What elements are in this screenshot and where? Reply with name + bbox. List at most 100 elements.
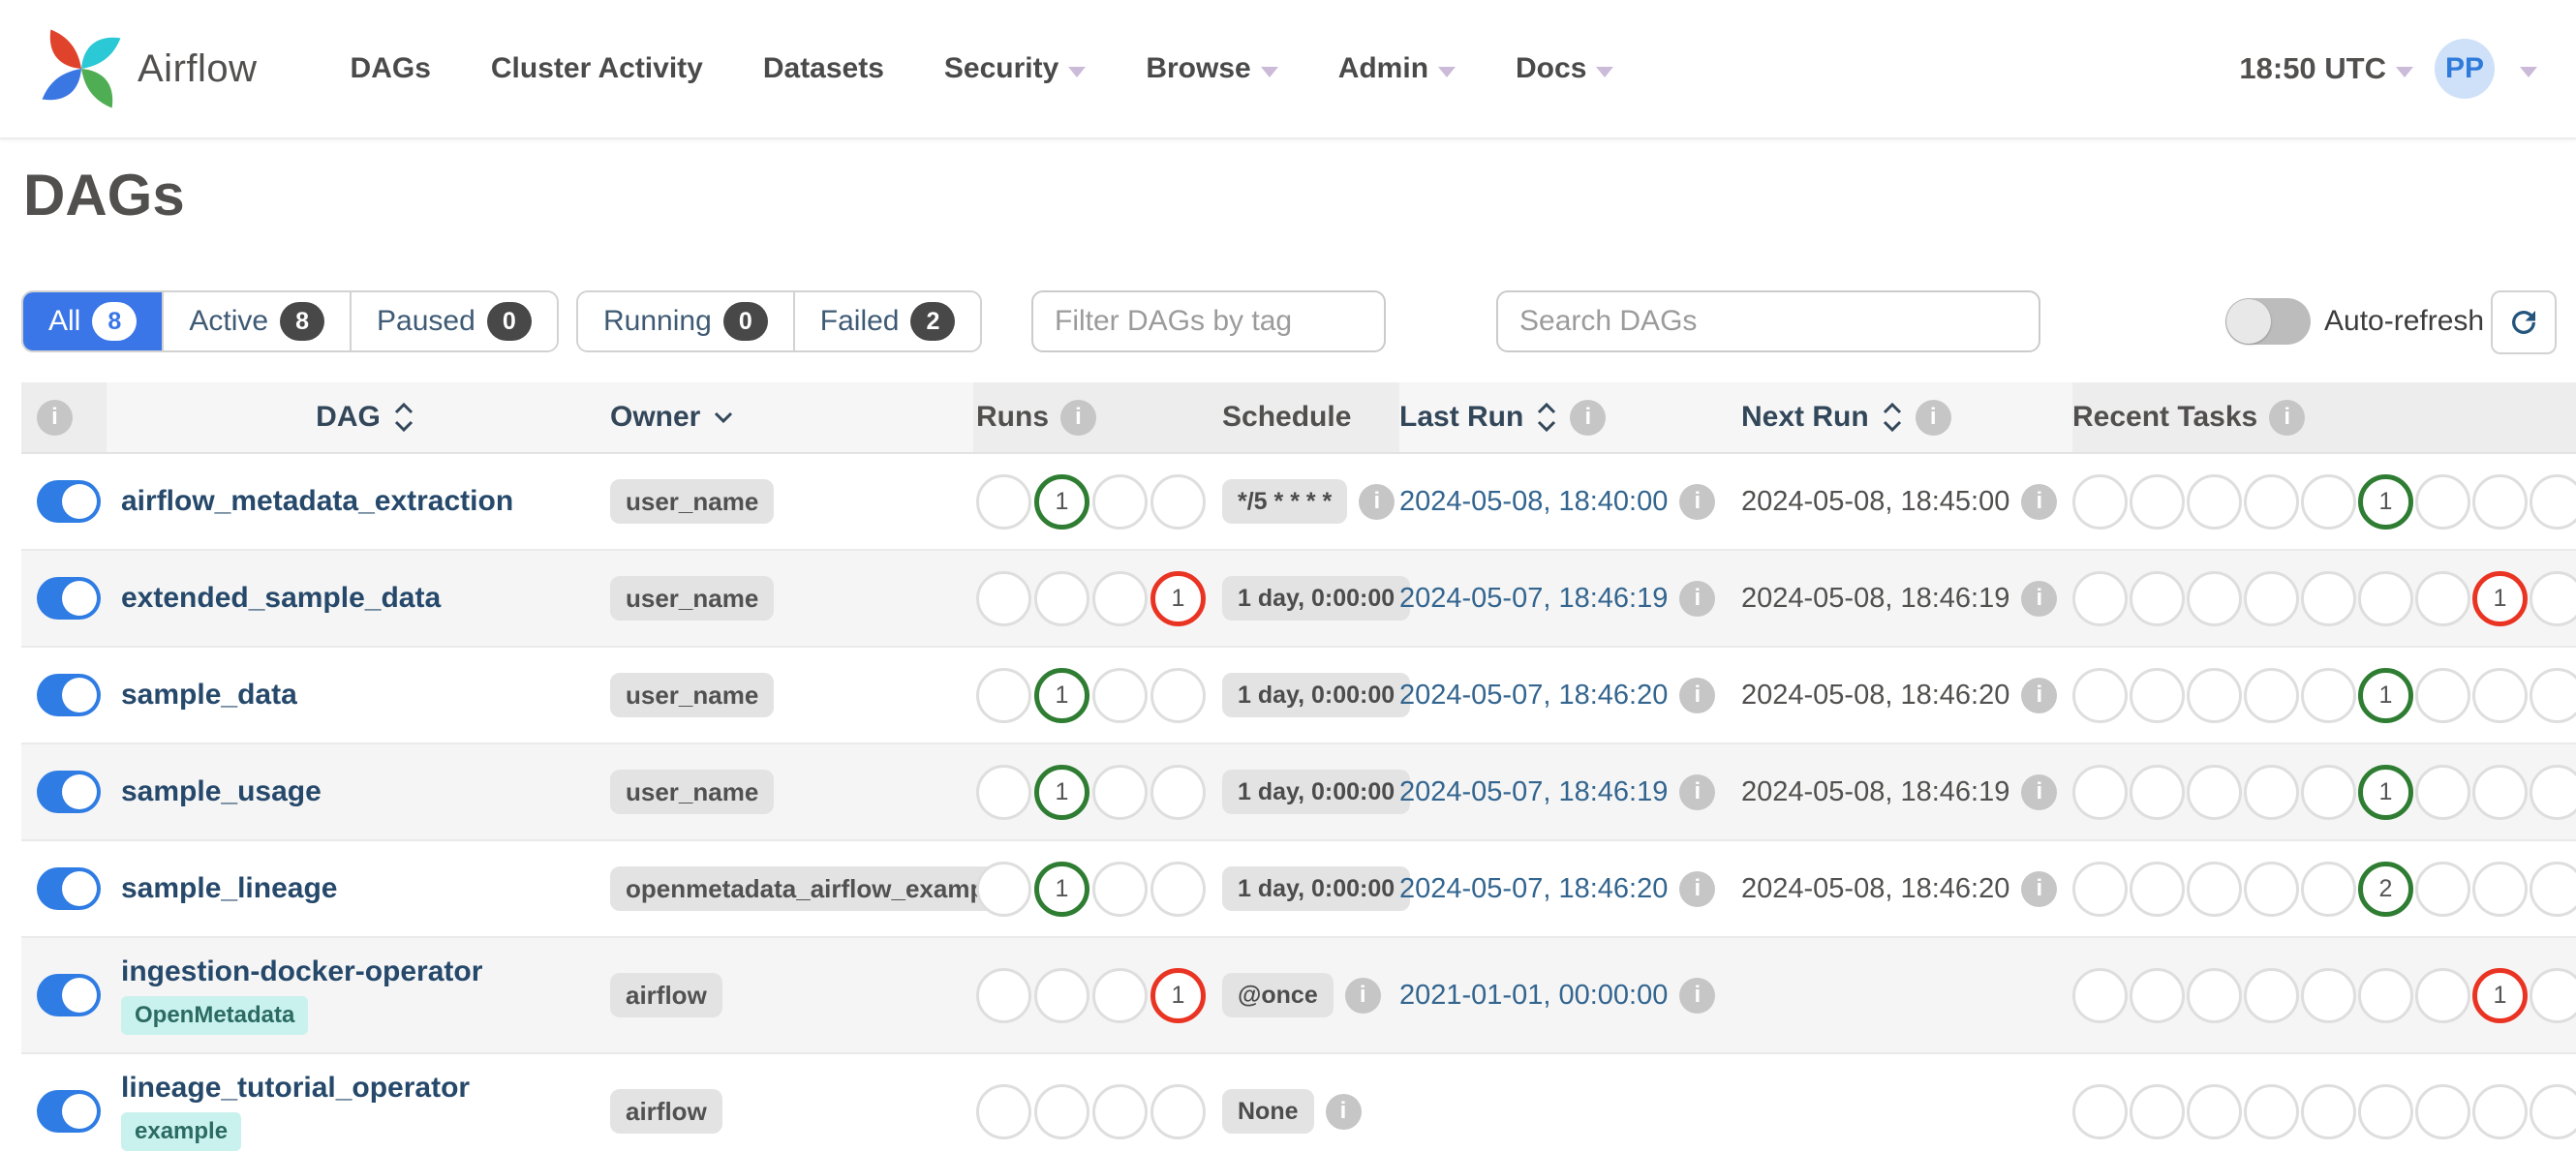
status-circle[interactable]	[2530, 967, 2576, 1023]
header-next-run[interactable]: Next Run i	[1741, 382, 2072, 452]
tag-filter-input[interactable]	[1031, 290, 1386, 352]
info-icon[interactable]: i	[2021, 483, 2058, 520]
status-circle[interactable]	[2187, 473, 2242, 530]
filter-tab[interactable]: Running 0	[578, 292, 793, 350]
status-circle[interactable]: 1	[2358, 764, 2413, 820]
status-circle[interactable]	[2415, 967, 2470, 1023]
status-circle[interactable]	[2415, 473, 2470, 530]
last-run-link[interactable]: 2024-05-07, 18:46:20	[1399, 679, 1669, 711]
dag-name-link[interactable]: sample_data	[121, 679, 297, 711]
last-run-link[interactable]: 2024-05-07, 18:46:20	[1399, 872, 1669, 904]
last-run-link[interactable]: 2024-05-07, 18:46:19	[1399, 582, 1669, 614]
header-owner[interactable]: Owner	[610, 382, 973, 452]
last-run-link[interactable]: 2024-05-07, 18:46:19	[1399, 775, 1669, 807]
status-circle[interactable]	[2301, 967, 2356, 1023]
status-circle[interactable]	[976, 1083, 1031, 1139]
status-circle[interactable]	[1092, 667, 1148, 723]
status-circle[interactable]	[2244, 667, 2299, 723]
status-circle[interactable]	[1034, 967, 1089, 1023]
status-circle[interactable]	[1092, 764, 1148, 820]
status-circle[interactable]	[2244, 861, 2299, 917]
dag-tag-chip[interactable]: example	[121, 1112, 242, 1151]
nav-item[interactable]: Browse	[1146, 52, 1278, 85]
status-circle[interactable]	[2415, 861, 2470, 917]
last-run-link[interactable]: 2024-05-08, 18:40:00	[1399, 485, 1669, 517]
info-icon[interactable]: i	[1679, 977, 1716, 1014]
filter-tab[interactable]: Failed 2	[792, 292, 981, 350]
status-circle[interactable]: 1	[1034, 473, 1089, 530]
info-icon[interactable]: i	[1325, 1093, 1362, 1130]
status-circle[interactable]	[976, 967, 1031, 1023]
status-circle[interactable]	[2072, 570, 2128, 626]
nav-item[interactable]: DAGs	[351, 52, 431, 85]
status-circle[interactable]	[1150, 1083, 1206, 1139]
status-circle[interactable]	[2244, 473, 2299, 530]
status-circle[interactable]	[2301, 764, 2356, 820]
status-circle[interactable]	[2415, 667, 2470, 723]
status-circle[interactable]	[2358, 1083, 2413, 1139]
status-circle[interactable]	[1092, 473, 1148, 530]
status-circle[interactable]	[2187, 570, 2242, 626]
info-icon[interactable]: i	[1679, 483, 1716, 520]
status-circle[interactable]	[2472, 764, 2528, 820]
status-circle[interactable]	[2530, 473, 2576, 530]
status-circle[interactable]: 1	[2358, 473, 2413, 530]
status-circle[interactable]	[2530, 667, 2576, 723]
info-icon[interactable]: i	[1359, 483, 1395, 520]
auto-refresh-toggle[interactable]	[2225, 298, 2311, 345]
status-circle[interactable]	[2130, 861, 2185, 917]
status-circle[interactable]	[1034, 570, 1089, 626]
status-circle[interactable]	[1034, 1083, 1089, 1139]
status-circle[interactable]	[2130, 1083, 2185, 1139]
status-circle[interactable]	[1150, 764, 1206, 820]
status-circle[interactable]	[2072, 764, 2128, 820]
status-circle[interactable]	[1092, 861, 1148, 917]
status-circle[interactable]	[2415, 764, 2470, 820]
status-circle[interactable]: 1	[1034, 667, 1089, 723]
status-circle[interactable]	[2244, 764, 2299, 820]
filter-tab[interactable]: All 8	[23, 292, 163, 350]
info-icon[interactable]: i	[1679, 580, 1716, 617]
filter-tab[interactable]: Active 8	[162, 292, 351, 350]
status-circle[interactable]	[2244, 1083, 2299, 1139]
status-circle[interactable]	[2130, 764, 2185, 820]
status-circle[interactable]	[2072, 861, 2128, 917]
header-last-run[interactable]: Last Run i	[1399, 382, 1741, 452]
status-circle[interactable]	[2301, 1083, 2356, 1139]
status-circle[interactable]	[2530, 764, 2576, 820]
info-icon[interactable]: i	[2021, 677, 2058, 713]
info-icon[interactable]: i	[1679, 773, 1716, 810]
nav-item[interactable]: Security	[944, 52, 1087, 85]
status-circle[interactable]	[2130, 967, 2185, 1023]
last-run-link[interactable]: 2021-01-01, 00:00:00	[1399, 979, 1669, 1011]
status-circle[interactable]	[2187, 1083, 2242, 1139]
status-circle[interactable]	[2244, 967, 2299, 1023]
status-circle[interactable]: 1	[2472, 570, 2528, 626]
utc-clock-dropdown[interactable]: 18:50 UTC	[2239, 51, 2413, 86]
status-circle[interactable]	[2072, 1083, 2128, 1139]
status-circle[interactable]	[1092, 570, 1148, 626]
info-icon[interactable]: i	[2021, 580, 2058, 617]
dag-name-link[interactable]: sample_usage	[121, 775, 322, 807]
status-circle[interactable]	[976, 764, 1031, 820]
info-icon[interactable]: i	[1915, 399, 1951, 436]
status-circle[interactable]	[2472, 861, 2528, 917]
status-circle[interactable]: 1	[2358, 667, 2413, 723]
status-circle[interactable]	[2358, 570, 2413, 626]
status-circle[interactable]	[2530, 570, 2576, 626]
dag-pause-toggle[interactable]	[37, 867, 101, 910]
status-circle[interactable]	[2187, 667, 2242, 723]
dag-tag-chip[interactable]: OpenMetadata	[121, 996, 309, 1035]
dag-pause-toggle[interactable]	[37, 674, 101, 716]
status-circle[interactable]	[2130, 570, 2185, 626]
dag-name-link[interactable]: extended_sample_data	[121, 582, 442, 614]
status-circle[interactable]	[2472, 1083, 2528, 1139]
status-circle[interactable]	[2472, 667, 2528, 723]
status-circle[interactable]	[2072, 473, 2128, 530]
status-circle[interactable]	[2530, 861, 2576, 917]
status-circle[interactable]	[1092, 967, 1148, 1023]
status-circle[interactable]	[2358, 967, 2413, 1023]
dag-name-link[interactable]: sample_lineage	[121, 872, 338, 904]
status-circle[interactable]	[2301, 570, 2356, 626]
status-circle[interactable]	[2130, 473, 2185, 530]
